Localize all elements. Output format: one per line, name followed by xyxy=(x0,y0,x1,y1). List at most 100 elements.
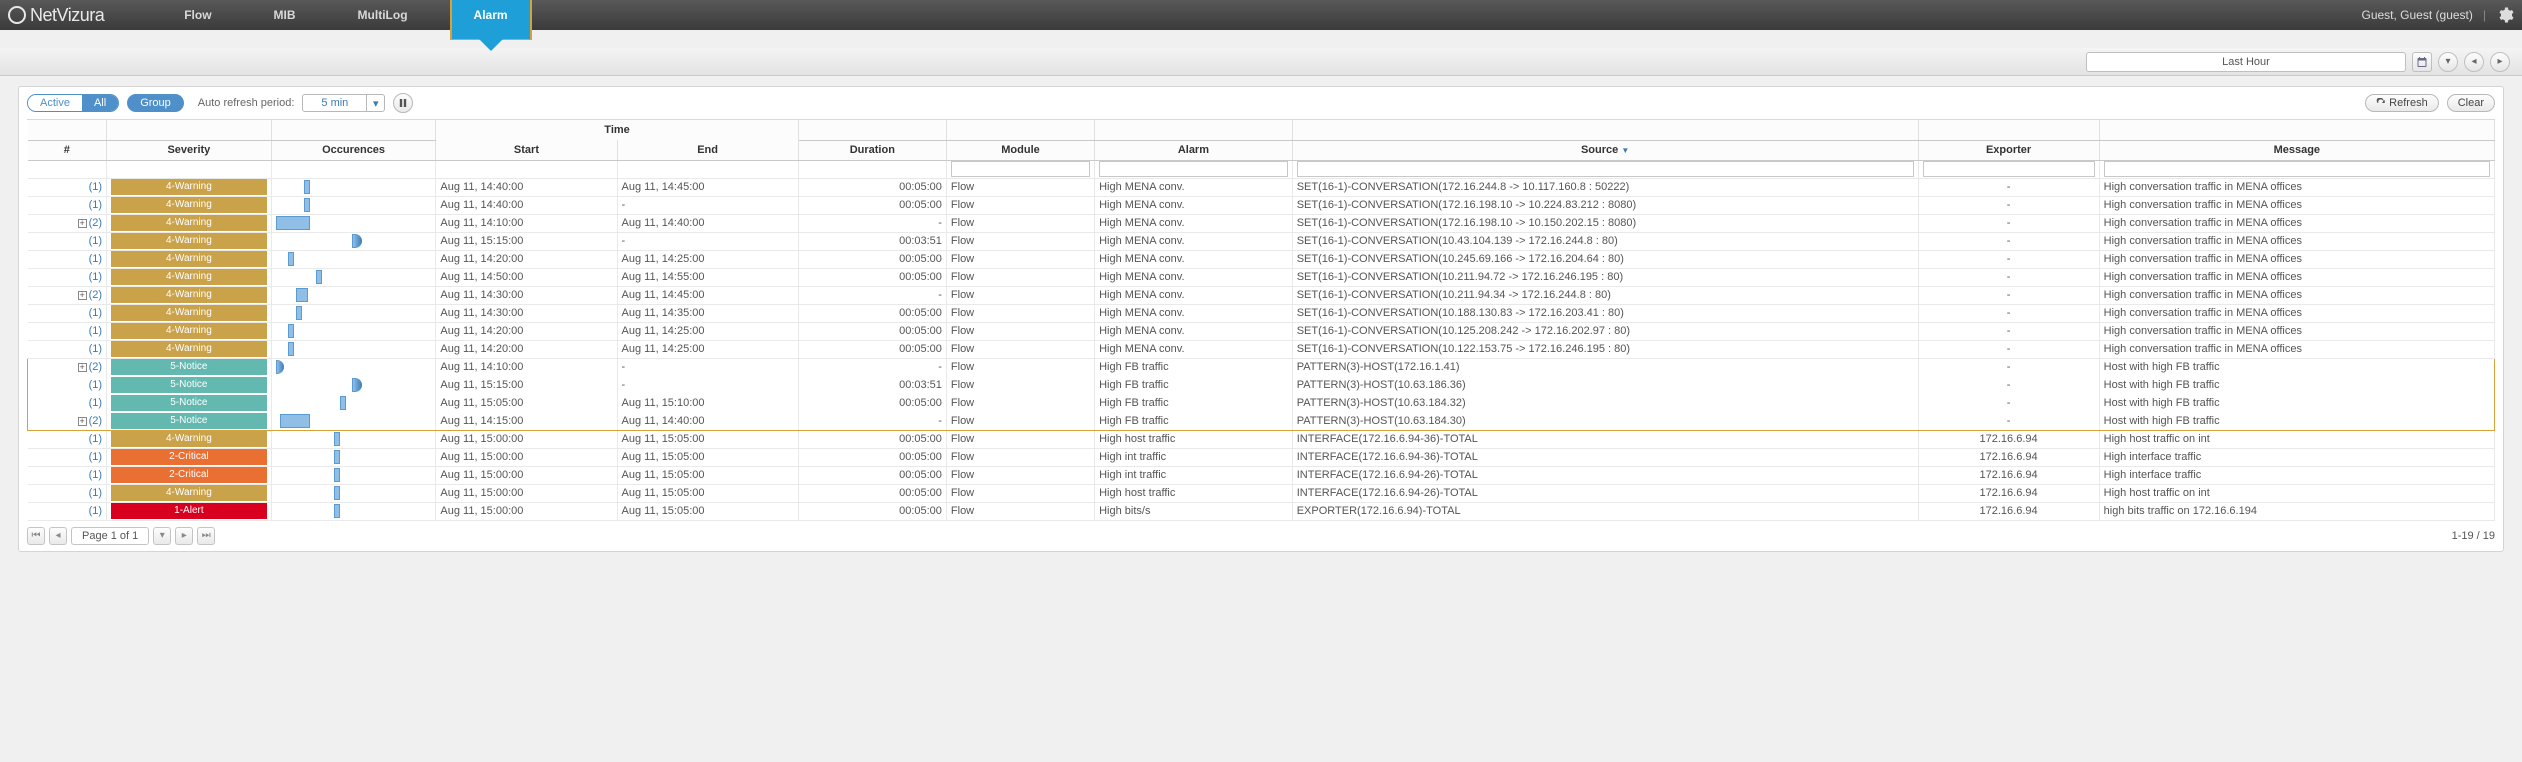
expand-icon[interactable]: + xyxy=(78,219,87,228)
table-row[interactable]: +(2)4-WarningAug 11, 14:30:00Aug 11, 14:… xyxy=(28,286,2495,304)
table-row[interactable]: (1)4-WarningAug 11, 14:20:00Aug 11, 14:2… xyxy=(28,322,2495,340)
pager-prev[interactable]: ◂ xyxy=(49,527,67,545)
filter-module[interactable] xyxy=(951,161,1090,177)
cell: - xyxy=(1918,250,2099,268)
cell: - xyxy=(1918,394,2099,412)
col-module[interactable] xyxy=(946,120,1094,140)
col-message-l[interactable]: Message xyxy=(2099,140,2494,160)
cell: - xyxy=(798,358,946,376)
table-row[interactable]: +(2)5-NoticeAug 11, 14:10:00--FlowHigh F… xyxy=(28,358,2495,376)
cell: PATTERN(3)-HOST(10.63.184.30) xyxy=(1292,412,1918,430)
timerange-dd-icon[interactable]: ▾ xyxy=(2438,52,2458,72)
cell: Aug 11, 15:00:00 xyxy=(436,430,617,448)
table-row[interactable]: (1)4-WarningAug 11, 14:20:00Aug 11, 14:2… xyxy=(28,340,2495,358)
cell: INTERFACE(172.16.6.94-26)-TOTAL xyxy=(1292,484,1918,502)
col-hash[interactable] xyxy=(28,120,107,140)
table-row[interactable]: (1)1-AlertAug 11, 15:00:00Aug 11, 15:05:… xyxy=(28,502,2495,520)
toggle-active[interactable]: Active xyxy=(28,95,82,111)
cell: Aug 11, 14:20:00 xyxy=(436,250,617,268)
filter-exporter[interactable] xyxy=(1923,161,2095,177)
nav-tab-mib[interactable]: MIB xyxy=(254,0,316,30)
cell: High conversation traffic in MENA office… xyxy=(2099,178,2494,196)
group-button[interactable]: Group xyxy=(127,94,184,112)
expand-icon[interactable]: + xyxy=(78,291,87,300)
col-message[interactable] xyxy=(2099,120,2494,140)
col-severity[interactable] xyxy=(107,120,272,140)
occurrence-bar xyxy=(334,432,340,446)
timerange-prev-icon[interactable]: ◂ xyxy=(2464,52,2484,72)
col-source[interactable] xyxy=(1292,120,1918,140)
table-row[interactable]: (1)4-WarningAug 11, 14:40:00Aug 11, 14:4… xyxy=(28,178,2495,196)
cell: - xyxy=(1918,214,2099,232)
expand-icon[interactable]: + xyxy=(78,363,87,372)
refresh-button[interactable]: Refresh xyxy=(2365,94,2439,112)
col-exporter[interactable] xyxy=(1918,120,2099,140)
timerange-select[interactable]: Last Hour xyxy=(2086,52,2406,72)
table-row[interactable]: (1)2-CriticalAug 11, 15:00:00Aug 11, 15:… xyxy=(28,448,2495,466)
gear-icon[interactable] xyxy=(2496,6,2514,24)
severity-badge: 5-Notice xyxy=(111,413,267,429)
filter-message[interactable] xyxy=(2104,161,2490,177)
timerange-next-icon[interactable]: ▸ xyxy=(2490,52,2510,72)
nav-tab-multilog[interactable]: MultiLog xyxy=(338,0,428,30)
cell: Aug 11, 15:05:00 xyxy=(617,502,798,520)
table-row[interactable]: (1)4-WarningAug 11, 14:20:00Aug 11, 14:2… xyxy=(28,250,2495,268)
col-end-l[interactable]: End xyxy=(617,140,798,160)
table-row[interactable]: (1)4-WarningAug 11, 14:40:00-00:05:00Flo… xyxy=(28,196,2495,214)
toggle-all[interactable]: All xyxy=(82,95,118,111)
user-divider: | xyxy=(2483,8,2486,22)
cell: SET(16-1)-CONVERSATION(10.43.104.139 -> … xyxy=(1292,232,1918,250)
cell: 00:05:00 xyxy=(798,430,946,448)
refresh-period-select[interactable]: 5 min ▾ xyxy=(302,94,385,112)
col-duration-l[interactable]: Duration xyxy=(798,140,946,160)
table-row[interactable]: +(2)5-NoticeAug 11, 14:15:00Aug 11, 14:4… xyxy=(28,412,2495,430)
pager-last[interactable]: ⏭ xyxy=(197,527,215,545)
table-row[interactable]: (1)4-WarningAug 11, 14:30:00Aug 11, 14:3… xyxy=(28,304,2495,322)
col-alarm[interactable] xyxy=(1095,120,1293,140)
cell: High int traffic xyxy=(1095,466,1293,484)
cell: Flow xyxy=(946,502,1094,520)
expand-icon[interactable]: + xyxy=(78,417,87,426)
table-row[interactable]: (1)4-WarningAug 11, 15:15:00-00:03:51Flo… xyxy=(28,232,2495,250)
col-occurences[interactable] xyxy=(271,120,436,140)
col-hash-l[interactable]: # xyxy=(28,140,107,160)
nav-tab-alarm[interactable]: Alarm xyxy=(451,0,531,39)
chevron-down-icon: ▾ xyxy=(366,95,384,111)
table-row[interactable]: (1)5-NoticeAug 11, 15:15:00-00:03:51Flow… xyxy=(28,376,2495,394)
pager-next[interactable]: ▸ xyxy=(175,527,193,545)
cell: SET(16-1)-CONVERSATION(10.245.69.166 -> … xyxy=(1292,250,1918,268)
cell: High interface traffic xyxy=(2099,466,2494,484)
nav-tab-flow[interactable]: Flow xyxy=(164,0,231,30)
table-row[interactable]: +(2)4-WarningAug 11, 14:10:00Aug 11, 14:… xyxy=(28,214,2495,232)
cell: High conversation traffic in MENA office… xyxy=(2099,250,2494,268)
cell: INTERFACE(172.16.6.94-26)-TOTAL xyxy=(1292,466,1918,484)
col-module-l[interactable]: Module xyxy=(946,140,1094,160)
pager-dd[interactable]: ▾ xyxy=(153,527,171,545)
col-start-l[interactable]: Start xyxy=(436,140,617,160)
calendar-icon[interactable] xyxy=(2412,52,2432,72)
col-exporter-l[interactable]: Exporter xyxy=(1918,140,2099,160)
table-row[interactable]: (1)4-WarningAug 11, 15:00:00Aug 11, 15:0… xyxy=(28,430,2495,448)
cell: 172.16.6.94 xyxy=(1918,430,2099,448)
cell: High MENA conv. xyxy=(1095,178,1293,196)
filter-alarm[interactable] xyxy=(1099,161,1288,177)
col-alarm-l[interactable]: Alarm xyxy=(1095,140,1293,160)
pager-first[interactable]: ⏮ xyxy=(27,527,45,545)
col-occurences-l[interactable]: Occurences xyxy=(271,140,436,160)
cell: - xyxy=(1918,178,2099,196)
cell: - xyxy=(1918,322,2099,340)
table-row[interactable]: (1)4-WarningAug 11, 14:50:00Aug 11, 14:5… xyxy=(28,268,2495,286)
pause-button[interactable] xyxy=(393,93,413,113)
col-source-l[interactable]: Source ▼ xyxy=(1292,140,1918,160)
col-duration[interactable] xyxy=(798,120,946,140)
table-row[interactable]: (1)2-CriticalAug 11, 15:00:00Aug 11, 15:… xyxy=(28,466,2495,484)
colgroup-time[interactable]: Time xyxy=(436,120,798,140)
filter-source[interactable] xyxy=(1297,161,1914,177)
table-row[interactable]: (1)4-WarningAug 11, 15:00:00Aug 11, 15:0… xyxy=(28,484,2495,502)
cell: SET(16-1)-CONVERSATION(10.122.153.75 -> … xyxy=(1292,340,1918,358)
table-row[interactable]: (1)5-NoticeAug 11, 15:05:00Aug 11, 15:10… xyxy=(28,394,2495,412)
cell: Aug 11, 15:00:00 xyxy=(436,502,617,520)
clear-button[interactable]: Clear xyxy=(2447,94,2495,112)
col-severity-l[interactable]: Severity xyxy=(107,140,272,160)
occurrence-bar xyxy=(288,252,294,266)
